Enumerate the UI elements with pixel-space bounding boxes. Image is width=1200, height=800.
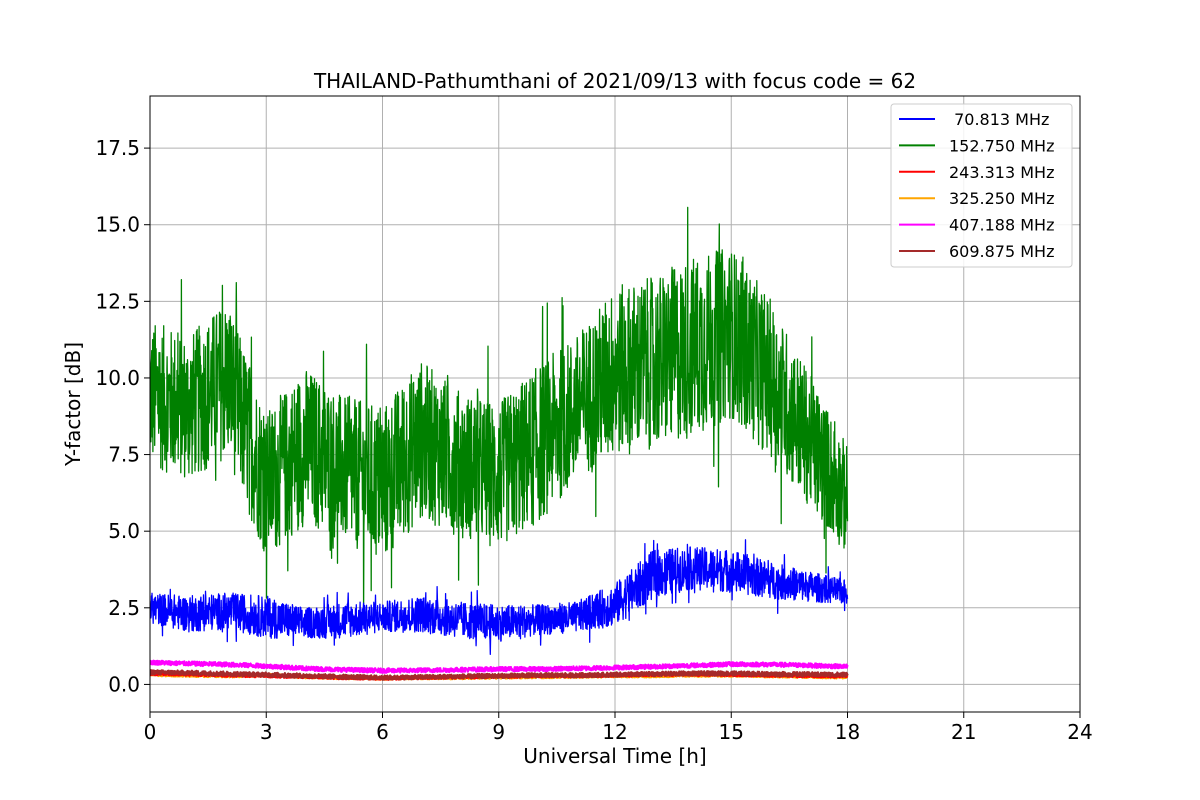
legend-entry-label: 243.313 MHz — [949, 163, 1054, 182]
series-line-1 — [150, 206, 849, 616]
y-tick-label: 17.5 — [95, 136, 140, 160]
chart-title: THAILAND-Pathumthani of 2021/09/13 with … — [313, 69, 916, 93]
legend-entry-label: 609.875 MHz — [949, 242, 1054, 261]
x-tick-label: 15 — [719, 720, 744, 744]
legend-entry-label: 70.813 MHz — [949, 110, 1049, 129]
plot-area — [150, 206, 849, 681]
legend-box — [890, 103, 1073, 268]
x-tick-label: 0 — [144, 720, 157, 744]
y-axis-label: Y-factor [dB] — [61, 342, 85, 467]
y-tick-label: 5.0 — [108, 519, 140, 543]
y-tick-label: 12.5 — [95, 289, 140, 313]
series-line-5 — [150, 669, 849, 681]
legend-entry-label: 407.188 MHz — [949, 216, 1054, 235]
x-tick-label: 24 — [1067, 720, 1092, 744]
legend-entry-label: 152.750 MHz — [949, 136, 1054, 155]
x-tick-label: 9 — [492, 720, 505, 744]
y-tick-label: 10.0 — [95, 366, 140, 390]
y-axis: 0.0 2.5 5.0 7.5 10.0 12.5 15.0 17.5 — [95, 136, 150, 696]
x-axis-label: Universal Time [h] — [523, 744, 706, 768]
x-tick-label: 21 — [951, 720, 976, 744]
x-tick-label: 3 — [260, 720, 273, 744]
x-tick-label: 12 — [602, 720, 627, 744]
y-tick-label: 15.0 — [95, 213, 140, 237]
x-tick-label: 18 — [835, 720, 860, 744]
y-tick-label: 7.5 — [108, 443, 140, 467]
legend: 70.813 MHz 152.750 MHz 243.313 MHz 325.250 … — [890, 103, 1073, 268]
y-tick-label: 0.0 — [108, 672, 140, 696]
x-axis: 0 3 6 9 12 15 18 21 24 — [144, 712, 1093, 744]
series-line-0 — [150, 539, 849, 656]
legend-entry-label: 325.250 MHz — [949, 189, 1054, 208]
y-tick-label: 2.5 — [108, 596, 140, 620]
x-tick-label: 6 — [376, 720, 389, 744]
series-line-4 — [150, 659, 849, 674]
